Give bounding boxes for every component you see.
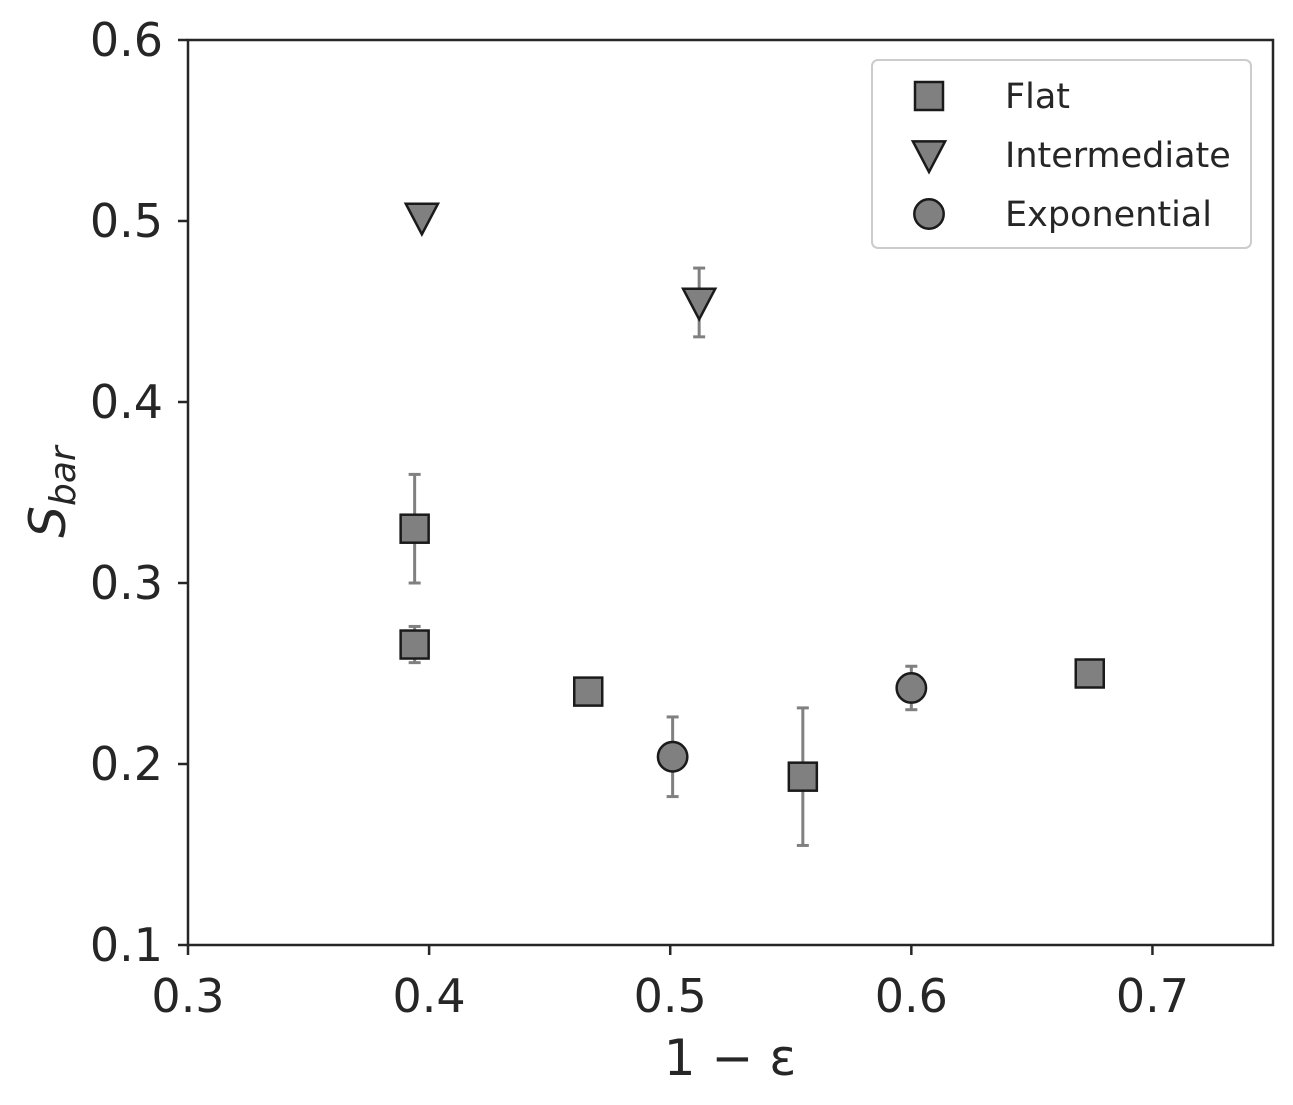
data-point-intermediate	[680, 287, 718, 323]
x-tick-label: 0.3	[151, 969, 224, 1023]
y-tick-label: 0.1	[90, 918, 163, 972]
data-point-flat	[399, 513, 430, 544]
plot-frame	[186, 38, 1275, 947]
legend-marker-flat	[913, 80, 945, 112]
y-tick-label: 0.2	[90, 737, 163, 791]
data-point-flat	[399, 629, 430, 660]
data-point-flat	[787, 761, 819, 792]
legend-marker-intermediate	[910, 140, 948, 175]
data-point-exponential	[895, 672, 928, 704]
legend-label-intermediate: Intermediate	[1005, 136, 1231, 176]
x-tick-label: 0.6	[875, 969, 948, 1023]
data-point-flat	[1074, 658, 1106, 689]
y-axis-label: Sbar	[19, 444, 84, 538]
y-axis-label-main: S	[19, 506, 77, 538]
y-tick-label: 0.6	[90, 13, 163, 67]
x-axis-label: 1 − ε	[664, 1029, 797, 1087]
y-tick-label: 0.3	[90, 556, 163, 610]
data-point-exponential	[656, 740, 689, 773]
data-point-intermediate	[403, 202, 441, 237]
y-tick-label: 0.5	[90, 194, 163, 248]
x-axis-ticks: 0.3 0.4 0.5 0.6 0.7	[151, 945, 1189, 1023]
marker-layer	[399, 202, 1106, 792]
legend-label-exponential: Exponential	[1005, 195, 1212, 235]
x-tick-label: 0.7	[1116, 969, 1189, 1023]
x-tick-label: 0.4	[393, 969, 466, 1023]
y-axis-ticks: 0.1 0.2 0.3 0.4 0.5 0.6	[90, 13, 188, 972]
legend-marker-exponential	[913, 198, 945, 230]
y-tick-label: 0.4	[90, 375, 163, 429]
x-tick-label: 0.5	[634, 969, 707, 1023]
legend-label-flat: Flat	[1005, 77, 1070, 117]
legend: Flat Intermediate Exponential	[871, 59, 1252, 249]
y-axis-label-sub: bar	[43, 444, 84, 506]
data-point-flat	[572, 676, 604, 707]
legend-frame	[871, 59, 1252, 249]
